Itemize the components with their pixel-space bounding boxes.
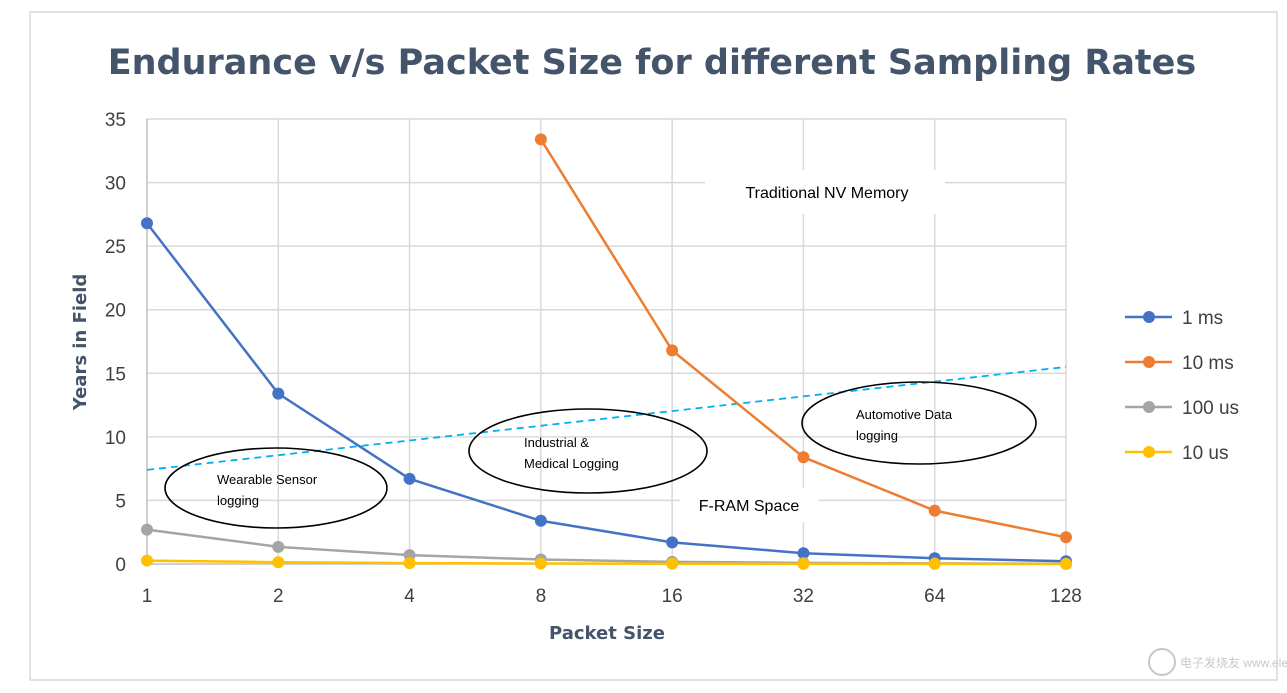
- legend-label-10-ms: 10 ms: [1182, 353, 1234, 374]
- y-tick-label: 20: [105, 301, 126, 322]
- y-tick-label: 5: [115, 491, 126, 512]
- annotation-label-industrial: Industrial & Medical Logging: [524, 435, 619, 471]
- series-10-ms: [534, 133, 1072, 544]
- legend-marker-1-ms: [1143, 311, 1155, 323]
- annotation-line: Medical Logging: [524, 456, 619, 471]
- region-label-traditional: Traditional NV Memory: [745, 185, 908, 202]
- y-axis-title: Years in Field: [70, 274, 91, 412]
- x-tick-label: 2: [273, 586, 284, 607]
- annotation-ellipse-wearable: [164, 447, 388, 529]
- annotation-ellipse-automotive: [801, 381, 1037, 465]
- x-axis-ticks: 1 2 4 8 16 32 64 128: [142, 586, 1082, 607]
- annotation-line: logging: [217, 493, 259, 508]
- data-point-1-ms: [141, 217, 153, 230]
- data-point-10-us: [534, 557, 547, 570]
- x-tick-label: 128: [1050, 586, 1082, 607]
- data-point-100-us: [272, 540, 285, 553]
- y-tick-label: 25: [105, 237, 126, 258]
- data-point-10-ms: [534, 133, 547, 146]
- annotation-line: Industrial &: [524, 435, 589, 450]
- y-tick-label: 15: [105, 364, 126, 385]
- legend-label-1-ms: 1 ms: [1182, 308, 1223, 329]
- annotation-line: logging: [856, 428, 898, 443]
- threshold-line: [146, 366, 1067, 471]
- annotation-ellipse-industrial: [468, 408, 708, 494]
- y-tick-label: 10: [105, 428, 126, 449]
- watermark-logo-icon: [1148, 648, 1176, 676]
- legend-marker-10-us: [1143, 446, 1155, 458]
- data-point-1-ms: [534, 514, 547, 527]
- legend-label-10-us: 10 us: [1182, 443, 1228, 464]
- chart-title: Endurance v/s Packet Size for different …: [108, 43, 1197, 83]
- series-layer: [141, 133, 1072, 570]
- data-point-100-us: [141, 523, 153, 536]
- x-tick-label: 64: [924, 586, 946, 607]
- legend: 1 ms 10 ms 100 us 10 us: [1125, 308, 1239, 464]
- watermark: 电子发烧友 www.elecfans.com: [1148, 648, 1287, 676]
- x-axis-title: Packet Size: [549, 623, 665, 644]
- data-point-10-ms: [928, 504, 941, 517]
- data-point-10-us: [272, 556, 285, 569]
- data-point-10-ms: [797, 451, 810, 464]
- data-point-1-ms: [666, 536, 679, 549]
- data-point-1-ms: [272, 387, 285, 400]
- annotation-label-automotive: Automotive Data logging: [856, 407, 953, 443]
- series-line-1-ms: [146, 222, 1067, 563]
- data-point-10-ms: [1060, 531, 1072, 544]
- watermark-text: 电子发烧友 www.elecfans.com: [1180, 655, 1287, 670]
- x-tick-label: 32: [793, 586, 814, 607]
- annotation-line: Wearable Sensor: [217, 472, 318, 487]
- x-tick-label: 1: [142, 586, 153, 607]
- region-label-bg-below: [680, 488, 818, 522]
- y-axis-ticks: 0 5 10 15 20 25 30 35: [105, 110, 126, 576]
- legend-marker-10-ms: [1143, 356, 1155, 368]
- data-point-10-us: [1060, 558, 1072, 570]
- data-point-10-us: [666, 557, 679, 570]
- x-tick-label: 8: [536, 586, 547, 607]
- legend-label-100-us: 100 us: [1182, 398, 1239, 419]
- data-point-10-us: [928, 557, 941, 570]
- series-10-us: [141, 554, 1072, 570]
- data-point-1-ms: [797, 547, 810, 560]
- series-1-ms: [141, 217, 1072, 568]
- series-line-10-us: [146, 559, 1067, 566]
- chart-border: [29, 11, 1278, 681]
- data-point-10-us: [797, 557, 810, 570]
- annotation-line: Automotive Data: [856, 407, 953, 422]
- y-tick-label: 35: [105, 110, 126, 131]
- data-point-1-ms: [403, 472, 416, 485]
- region-label-fram: F-RAM Space: [699, 498, 800, 515]
- y-tick-label: 0: [115, 555, 126, 576]
- annotation-label-wearable: Wearable Sensor logging: [217, 472, 318, 508]
- legend-marker-100-us: [1143, 401, 1155, 413]
- y-tick-label: 30: [105, 174, 126, 195]
- x-tick-label: 16: [662, 586, 683, 607]
- data-point-10-us: [403, 557, 416, 570]
- data-point-10-us: [141, 554, 153, 567]
- region-label-bg-above: [705, 170, 945, 214]
- data-point-10-ms: [666, 344, 679, 357]
- x-tick-label: 4: [404, 586, 415, 607]
